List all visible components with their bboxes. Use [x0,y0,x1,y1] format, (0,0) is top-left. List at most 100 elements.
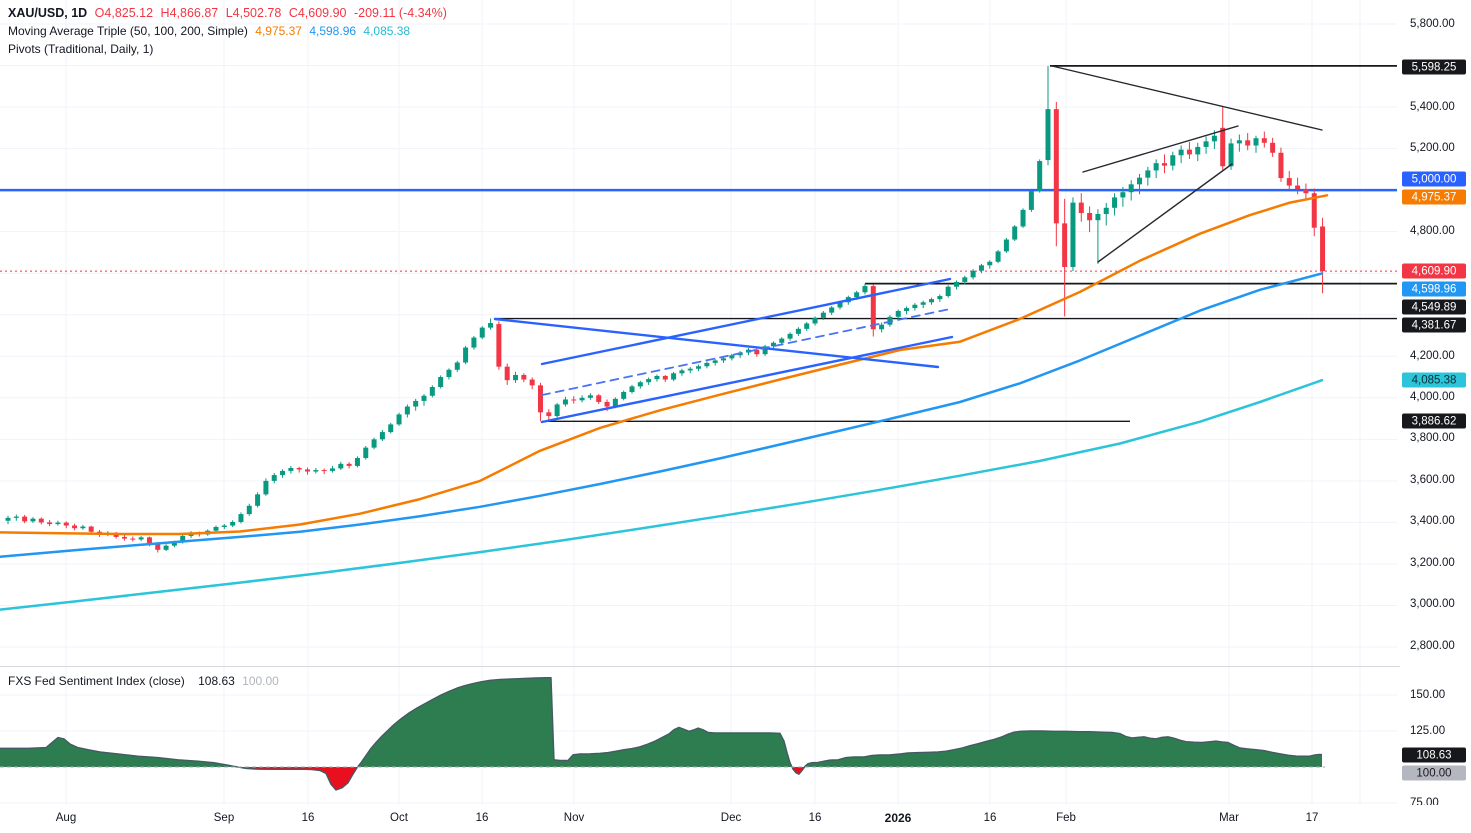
candle-body [1120,192,1126,198]
candle-body [1020,209,1026,227]
candle-body [604,401,610,407]
candle-body [180,535,186,543]
ohlc-close: C4,609.90 [288,6,347,20]
candle-body [305,469,311,472]
candle-body [1195,146,1201,155]
candle-body [962,277,968,282]
peak-descending[interactable] [1051,65,1323,131]
candle-body [1178,149,1184,156]
price-tick-label: 4,800.00 [1410,225,1455,237]
candle-body [704,362,710,367]
price-level-badge: 4,085.38 [1402,372,1466,388]
price-pane[interactable] [0,0,1400,666]
ma-50-line[interactable] [0,194,1329,536]
candle-body [13,516,19,518]
price-tick-label: 5,200.00 [1410,142,1455,154]
price-level-badge: 5,598.25 [1402,59,1466,75]
sentiment-pane[interactable] [0,666,1400,805]
candle-body [221,525,227,527]
ohlc-low: L4,502.78 [225,6,282,20]
channel-upper[interactable] [540,277,952,366]
candle-body [571,399,577,401]
horizontal-levels[interactable] [0,64,1397,423]
candle-body [55,522,61,525]
candle-body [621,391,627,399]
candle-body [762,346,768,355]
sentiment-legend-row[interactable]: FXS Fed Sentiment Index (close) 108.63 1… [8,672,283,690]
channel-lower[interactable] [540,335,954,424]
candle-body [379,432,385,440]
price-level-badge: 3,886.62 [1402,413,1466,429]
symbol-legend-row[interactable]: XAU/USD, 1D O4,825.12 H4,866.87 L4,502.7… [8,4,451,22]
candle-body [804,323,810,329]
candle-body [1070,202,1076,267]
price-axis[interactable]: 5,800.00 5,400.00 5,200.00 4,800.00 4,200.00… [1400,0,1471,809]
candle-body [463,347,469,363]
candle-body [513,374,519,381]
candle-body [1228,143,1234,167]
candle-body [1087,212,1093,221]
candle-body [88,526,94,532]
ohlc-high: H4,866.87 [160,6,219,20]
candle-body [662,376,668,380]
ma-100-line[interactable] [0,272,1324,558]
ma-legend-row[interactable]: Moving Average Triple (50, 100, 200, Sim… [8,22,451,40]
candle-body [321,470,327,472]
candle-body [712,360,718,363]
candle-body [987,261,993,266]
ma200-value: 4,085.38 [363,24,411,38]
candle-body [429,387,435,396]
ma-200-line[interactable] [0,378,1324,611]
time-tick-label: Sep [213,812,235,824]
candle-body [829,307,835,313]
candle-body [754,349,760,355]
pane-divider[interactable] [0,666,1471,667]
candle-body [587,395,593,398]
candle-body [1203,141,1209,147]
candle-body [1170,155,1176,166]
candle-body [879,324,885,330]
candle-body [937,296,943,300]
candle-body [1270,142,1276,153]
candle-body [929,299,935,303]
sentiment-baseline-value: 100.00 [242,674,279,688]
candle-body [854,292,860,298]
sentiment-area [0,676,1323,791]
descending-trendline[interactable] [493,317,940,369]
sentiment-outline [0,676,1323,791]
time-tick-label: 2026 [884,811,912,825]
time-tick-label: Feb [1056,812,1076,824]
price-tick-label: 3,800.00 [1410,432,1455,444]
price-level-badge: 4,975.37 [1402,189,1466,205]
candle-body [1236,140,1242,144]
price-grid [0,0,1397,666]
candlestick-series[interactable] [5,65,1326,553]
trend-lines[interactable] [493,65,1323,424]
time-tick-label: Aug [55,812,77,824]
price-level-badge: 4,609.90 [1402,263,1466,279]
price-level-badge: 4,598.96 [1402,281,1466,297]
pivots-legend-row[interactable]: Pivots (Traditional, Daily, 1) [8,40,451,58]
candle-body [1261,138,1267,143]
candle-body [671,373,677,380]
candle-body [904,308,910,311]
candle-body [296,467,302,470]
candle-body [1012,226,1018,240]
candle-body [288,467,294,471]
wedge-lower[interactable] [1097,163,1233,263]
time-axis[interactable]: Aug Sep 16 Oct 16 Nov Dec 16 2026 16 Feb Mar 17 [0,805,1471,833]
candle-body [255,494,261,506]
time-tick-label: 17 [1305,812,1319,824]
candle-body [38,518,44,523]
channel-mid[interactable] [541,308,951,396]
sentiment-tick-label: 150.00 [1410,689,1446,701]
wedge-upper[interactable] [1082,125,1239,173]
candle-body [1103,207,1109,215]
price-tick-label: 3,200.00 [1410,557,1455,569]
candle-body [47,522,53,525]
candle-body [920,302,926,305]
candle-body [1037,161,1043,192]
candle-body [820,312,826,318]
candle-body [596,395,602,402]
candle-body [213,526,219,531]
